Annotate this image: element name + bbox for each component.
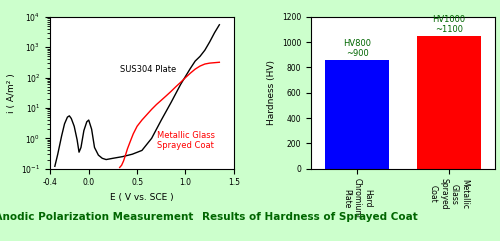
Text: SUS304 Plate: SUS304 Plate <box>120 65 176 74</box>
Text: Metallic Glass
Sprayed Coat: Metallic Glass Sprayed Coat <box>156 131 214 150</box>
Bar <box>325 60 390 169</box>
Y-axis label: i ( A/m² ): i ( A/m² ) <box>6 73 16 113</box>
Bar <box>417 36 481 169</box>
Text: Results of Anodic Polarization Measurement: Results of Anodic Polarization Measureme… <box>0 212 193 222</box>
Y-axis label: Hardness (HV): Hardness (HV) <box>268 60 276 125</box>
X-axis label: E ( V vs. SCE ): E ( V vs. SCE ) <box>110 193 174 202</box>
Text: HV1000
~1100: HV1000 ~1100 <box>432 14 466 34</box>
Text: HV800
~900: HV800 ~900 <box>343 39 371 58</box>
Text: Results of Hardness of Sprayed Coat: Results of Hardness of Sprayed Coat <box>202 212 418 222</box>
